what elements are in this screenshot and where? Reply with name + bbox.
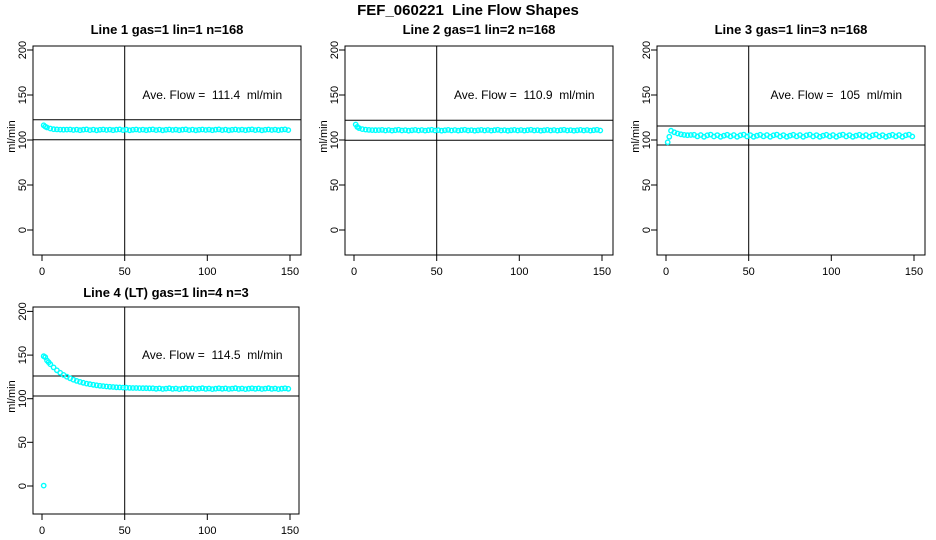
svg-text:200: 200 <box>17 302 29 320</box>
subplot-title: Line 2 gas=1 lin=2 n=168 <box>403 22 556 37</box>
y-axis-label: ml/min <box>6 120 18 152</box>
y-axis: 0 50 100 150 200 ml/min <box>318 41 345 233</box>
svg-text:100: 100 <box>641 131 653 149</box>
svg-text:100: 100 <box>198 525 216 537</box>
svg-text:100: 100 <box>17 131 29 149</box>
svg-text:50: 50 <box>743 266 755 278</box>
x-axis: 0 50 100 150 <box>39 514 299 537</box>
chart-svg: Line 1 gas=1 lin=1 n=168 0 50 100 150 200 ml/m… <box>6 22 302 278</box>
svg-text:0: 0 <box>351 266 357 278</box>
svg-text:150: 150 <box>281 266 299 278</box>
svg-text:0: 0 <box>17 227 29 233</box>
svg-text:50: 50 <box>641 179 653 191</box>
x-axis: 0 50 100 150 <box>351 255 611 278</box>
ave-flow-annotation: Ave. Flow = 114.5 ml/min <box>142 348 283 362</box>
svg-text:100: 100 <box>822 266 840 278</box>
svg-text:150: 150 <box>281 525 299 537</box>
subplot-title: Line 1 gas=1 lin=1 n=168 <box>91 22 244 37</box>
y-axis: 0 50 100 150 200 ml/min <box>6 41 33 233</box>
plot-box <box>32 306 300 515</box>
y-axis-label: ml/min <box>318 120 330 152</box>
svg-text:0: 0 <box>39 525 45 537</box>
plot-box <box>656 45 926 256</box>
svg-text:100: 100 <box>329 131 341 149</box>
svg-text:0: 0 <box>641 227 653 233</box>
subplot-title: Line 4 (LT) gas=1 lin=4 n=3 <box>83 285 249 300</box>
y-axis: 0 50 100 150 200 ml/min <box>630 41 657 233</box>
svg-text:150: 150 <box>17 86 29 104</box>
svg-text:50: 50 <box>431 266 443 278</box>
svg-text:50: 50 <box>17 179 29 191</box>
chart-line-3: Line 3 gas=1 lin=3 n=168 0 50 100 150 200 ml/m… <box>624 18 936 290</box>
data-points <box>352 121 604 134</box>
svg-text:150: 150 <box>329 86 341 104</box>
svg-text:150: 150 <box>905 266 923 278</box>
ave-flow-annotation: Ave. Flow = 105 ml/min <box>771 88 903 102</box>
page-title: FEF_060221 Line Flow Shapes <box>357 2 579 19</box>
x-axis: 0 50 100 150 <box>663 255 923 278</box>
svg-text:200: 200 <box>329 41 341 59</box>
data-points <box>664 127 916 146</box>
ave-flow-annotation: Ave. Flow = 111.4 ml/min <box>142 88 282 102</box>
svg-text:100: 100 <box>17 390 29 408</box>
svg-text:0: 0 <box>663 266 669 278</box>
data-points <box>40 122 292 134</box>
chart-svg: Line 3 gas=1 lin=3 n=168 0 50 100 150 200 ml/m… <box>630 22 926 278</box>
plot-box <box>344 45 614 256</box>
svg-text:150: 150 <box>641 86 653 104</box>
ave-flow-annotation: Ave. Flow = 110.9 ml/min <box>454 88 595 102</box>
svg-text:50: 50 <box>119 525 131 537</box>
data-points <box>40 353 292 489</box>
chart-line-2: Line 2 gas=1 lin=2 n=168 0 50 100 150 200 ml/m… <box>312 18 624 290</box>
svg-text:150: 150 <box>17 346 29 364</box>
chart-line-1: Line 1 gas=1 lin=1 n=168 0 50 100 150 200 ml/m… <box>0 18 312 290</box>
chart-line-4: Line 4 (LT) gas=1 lin=4 n=3 0 50 100 150 200 m… <box>0 285 312 540</box>
svg-text:150: 150 <box>593 266 611 278</box>
svg-text:0: 0 <box>329 227 341 233</box>
svg-text:200: 200 <box>17 41 29 59</box>
svg-text:0: 0 <box>39 266 45 278</box>
svg-text:50: 50 <box>329 179 341 191</box>
svg-text:50: 50 <box>119 266 131 278</box>
svg-text:50: 50 <box>17 436 29 448</box>
chart-svg: Line 2 gas=1 lin=2 n=168 0 50 100 150 200 ml/m… <box>318 22 614 278</box>
svg-text:100: 100 <box>510 266 528 278</box>
svg-text:200: 200 <box>641 41 653 59</box>
y-axis-label: ml/min <box>630 120 642 152</box>
x-axis: 0 50 100 150 <box>39 255 299 278</box>
chart-svg: Line 4 (LT) gas=1 lin=4 n=3 0 50 100 150 200 m… <box>6 285 300 537</box>
plot-box <box>32 45 302 256</box>
subplot-title: Line 3 gas=1 lin=3 n=168 <box>715 22 868 37</box>
y-axis-label: ml/min <box>6 380 18 412</box>
y-axis: 0 50 100 150 200 ml/min <box>6 302 33 489</box>
svg-text:100: 100 <box>198 266 216 278</box>
svg-text:0: 0 <box>17 483 29 489</box>
